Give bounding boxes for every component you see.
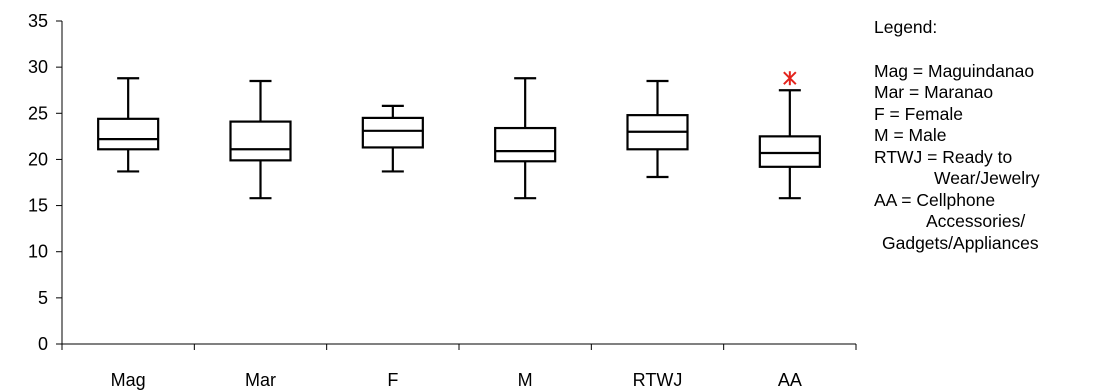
legend-entry-rtwj: RTWJ = Ready to (874, 146, 1013, 167)
x-tick-label: Mag (111, 370, 146, 390)
box-f (361, 104, 424, 173)
box-iqr (229, 120, 292, 162)
legend-entry-f: F = Female (874, 103, 963, 124)
chart-svg: 0 5 10 15 20 25 30 35 Mag Mar F M RTWJ AA (28, 11, 857, 390)
box-iqr (361, 116, 424, 149)
x-axis: Mag Mar F M RTWJ AA (61, 343, 857, 390)
legend-entry-aa-continued-1: Accessories/ (926, 211, 1026, 231)
y-tick-label: 20 (28, 149, 48, 169)
y-tick-label: 10 (28, 242, 48, 262)
box-mag (97, 77, 160, 173)
box-rtwj (626, 79, 689, 179)
legend-entry-aa-continued-2: Gadgets/Appliances (882, 232, 1039, 253)
legend-entry-m: M = Male (874, 125, 947, 145)
x-tick-label: M (518, 370, 533, 390)
legend-entry-aa: AA = Cellphone (874, 189, 996, 210)
box-m (494, 77, 557, 200)
y-tick-label: 15 (28, 196, 48, 216)
x-tick-label: Mar (245, 370, 276, 390)
legend-entry-mar: Mar = Maranao (874, 82, 994, 102)
box-mar (229, 79, 292, 200)
box-iqr (97, 117, 160, 151)
y-tick-label: 5 (38, 288, 48, 308)
x-tick-label: F (387, 370, 398, 390)
x-tick-label: AA (778, 370, 802, 390)
box-iqr (494, 126, 557, 163)
outlier-marker (783, 71, 797, 86)
y-tick-label: 0 (38, 334, 48, 354)
legend: Legend: Mag = Maguindanao Mar = Maranao … (874, 17, 1110, 254)
legend-title: Legend: (874, 17, 938, 37)
legend-entry-mag: Mag = Maguindanao (874, 60, 1035, 81)
x-tick-label: RTWJ (633, 370, 683, 390)
box-aa (758, 71, 821, 200)
boxes (97, 71, 821, 200)
box-iqr (758, 135, 821, 168)
legend-entry-rtwj-continued: Wear/Jewelry (934, 168, 1040, 188)
y-axis: 0 5 10 15 20 25 30 35 (28, 11, 63, 354)
y-tick-label: 35 (28, 11, 48, 31)
y-tick-label: 25 (28, 103, 48, 123)
y-tick-label: 30 (28, 57, 48, 77)
